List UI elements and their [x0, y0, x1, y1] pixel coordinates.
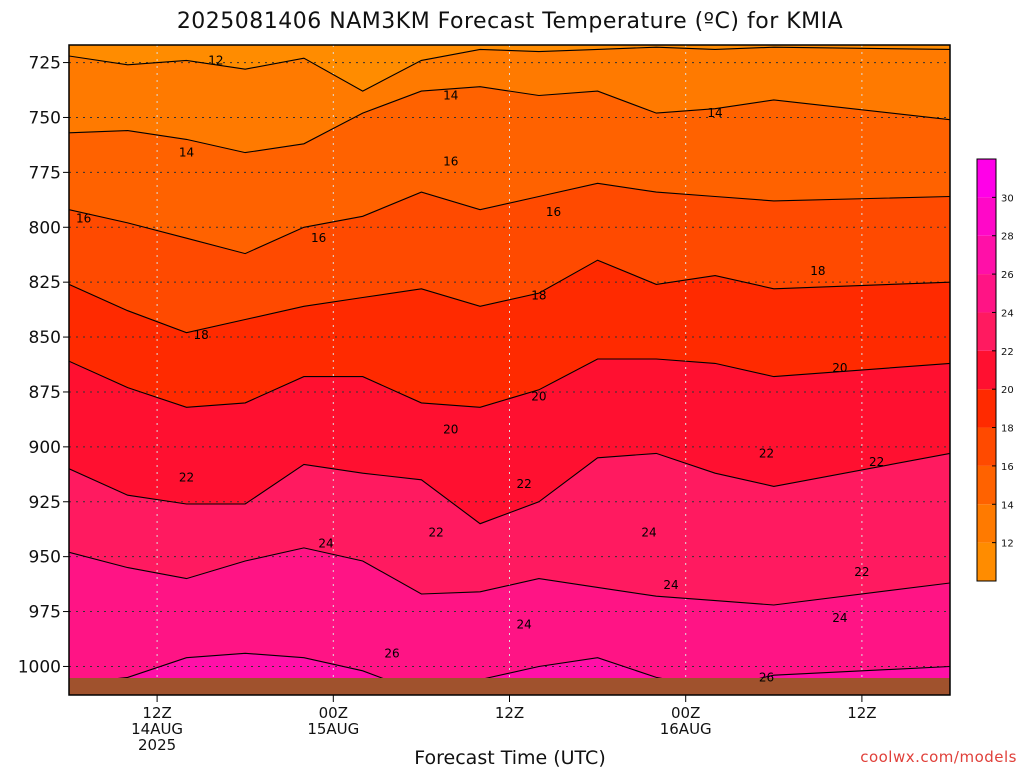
contour-line [69, 452, 950, 525]
colorbar-label: 20 [1001, 385, 1014, 396]
contour-label: 18 [810, 264, 825, 278]
colorbar-label: 28 [1001, 232, 1014, 243]
contour-label: 22 [428, 526, 443, 540]
y-tick-label: 900 [29, 438, 61, 458]
x-tick-label: 14AUG [131, 720, 183, 738]
contour-label: 16 [76, 211, 91, 225]
x-tick-label: 2025 [138, 736, 176, 754]
colorbar-swatch [977, 312, 996, 351]
y-axis: 725 750 775 800 825 850 875 900 925 950 975 1000 [18, 54, 69, 677]
contour-label: 16 [546, 205, 561, 219]
contour-label: 20 [443, 422, 458, 436]
contour-label: 22 [759, 446, 774, 460]
colorbar-label: 22 [1001, 347, 1014, 358]
colorbar-swatch [977, 274, 996, 313]
colorbar-frame [976, 158, 997, 582]
contour-label: 14 [179, 146, 194, 160]
colorbar-swatch [977, 235, 996, 275]
colorbar-label: 12 [1001, 539, 1014, 550]
colorbar-swatch [977, 197, 996, 236]
colorbar-label: 16 [1001, 462, 1014, 473]
contour-label: 14 [707, 106, 722, 120]
contour-label: 18 [194, 328, 209, 342]
contour-line [69, 547, 950, 606]
contour-label: 24 [641, 526, 656, 540]
colorbar-label: 24 [1001, 308, 1014, 319]
colorbar-label: 18 [1001, 424, 1014, 435]
contour-line [69, 259, 950, 334]
contour-label: 22 [179, 471, 194, 485]
contour-label: 12 [208, 53, 223, 67]
contour-line [69, 358, 950, 408]
colorbar-swatch [977, 159, 996, 198]
contour-label: 14 [443, 89, 458, 103]
colorbar-swatch [977, 427, 996, 466]
contour-labels: 12 14 14 14 16 16 16 16 18 18 18 20 20 20 22 22 22 22 22 22… [76, 53, 884, 684]
x-tick-label: 16AUG [660, 720, 712, 738]
credit-text: coolwx.com/models [860, 748, 1017, 766]
contour-line [69, 46, 950, 92]
contour-line [69, 86, 950, 154]
x-tick-label: 12Z [142, 704, 171, 722]
y-tick-label: 1000 [18, 657, 61, 677]
colorbar-label: 30 [1001, 193, 1014, 204]
colorbar-swatch [977, 389, 996, 428]
ground-surface [69, 678, 950, 695]
chart-title: 2025081406 NAM3KM Forecast Temperature (… [177, 9, 843, 34]
x-tick-label: 15AUG [307, 720, 359, 738]
contour-label: 26 [759, 670, 774, 684]
y-tick-label: 975 [29, 603, 61, 623]
contour-label: 16 [311, 231, 326, 245]
colorbar-swatch [977, 465, 996, 505]
y-tick-label: 875 [29, 383, 61, 403]
y-tick-label: 950 [29, 548, 61, 568]
contour-label: 16 [443, 154, 458, 168]
y-tick-label: 775 [29, 163, 61, 183]
contour-label: 26 [384, 646, 399, 660]
y-tick-label: 800 [29, 218, 61, 238]
x-tick-label: 00Z [319, 704, 348, 722]
contour-label: 20 [832, 361, 847, 375]
ground-band [69, 678, 950, 695]
y-tick-label: 825 [29, 273, 61, 293]
colorbar-swatch [977, 350, 996, 390]
colorbar-label: 14 [1001, 500, 1014, 511]
contour-label: 24 [517, 618, 532, 632]
colorbar-swatch [977, 542, 996, 581]
y-tick-label: 725 [29, 54, 61, 74]
contour-label: 20 [531, 389, 546, 403]
contour-line [69, 182, 950, 255]
contour-label: 24 [318, 536, 333, 550]
y-tick-label: 925 [29, 493, 61, 513]
x-tick-label: 00Z [671, 704, 700, 722]
y-tick-label: 750 [29, 108, 61, 128]
contour-label: 22 [517, 477, 532, 491]
contour-label: 22 [854, 565, 869, 579]
x-axis-title: Forecast Time (UTC) [414, 747, 605, 768]
colorbar: 12 14 16 18 20 22 24 26 28 30 [976, 158, 1014, 582]
colorbar-swatch [977, 504, 996, 543]
temperature-fill-bands [69, 45, 950, 695]
x-tick-label: 12Z [847, 704, 876, 722]
colorbar-label: 26 [1001, 270, 1014, 281]
contour-label: 24 [663, 578, 678, 592]
y-tick-label: 850 [29, 328, 61, 348]
contour-label: 18 [531, 288, 546, 302]
contour-label: 24 [832, 611, 847, 625]
x-tick-label: 12Z [495, 704, 524, 722]
contour-label: 22 [869, 455, 884, 469]
